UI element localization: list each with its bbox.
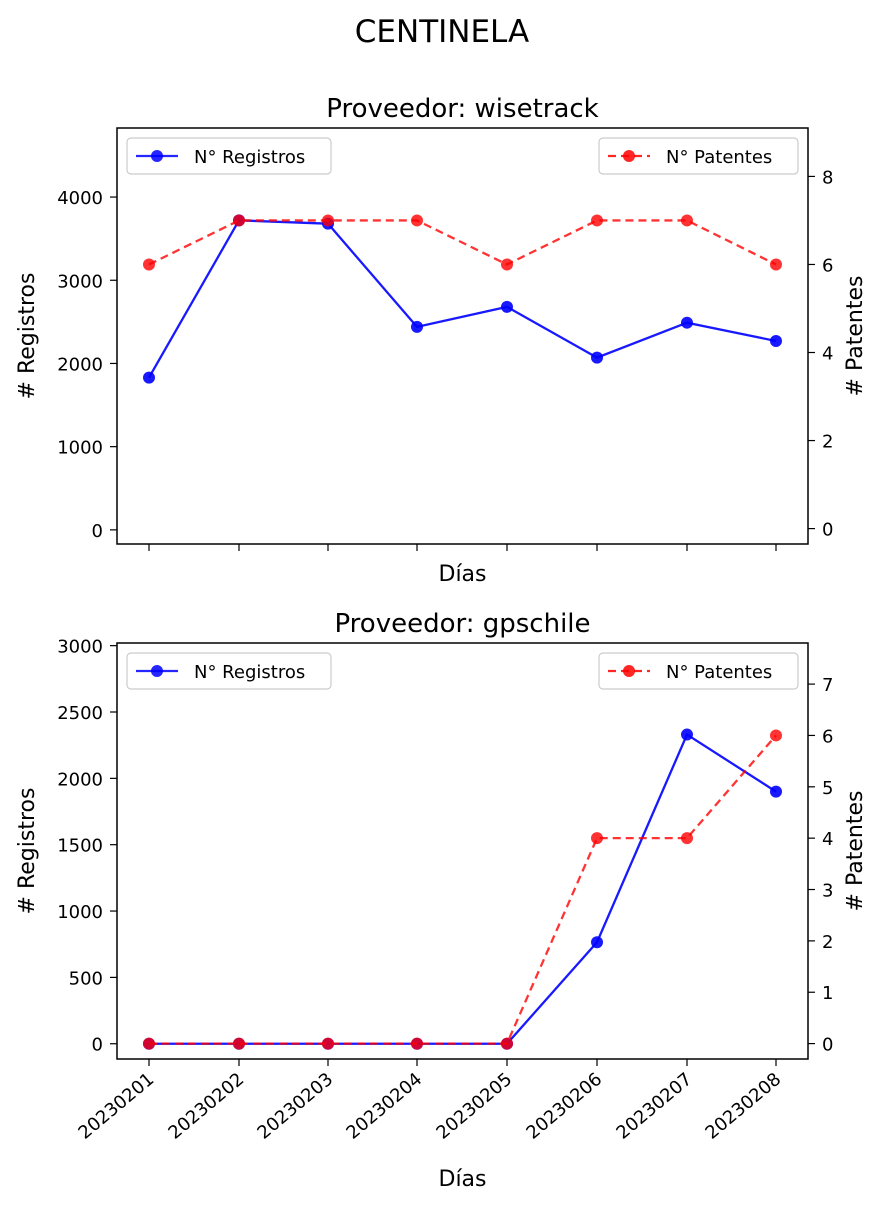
x-tick-label: 20230205 [433,1069,517,1144]
y-right-tick-label: 4 [822,344,833,365]
y-right-tick-label: 8 [822,167,833,188]
x-tick-label: 20230206 [523,1069,607,1144]
data-point [501,258,513,271]
figure-title: CENTINELA [355,14,529,50]
x-tick-label: 20230208 [702,1069,786,1144]
x-axis-label: Días [439,562,487,587]
y-left-tick-label: 2500 [57,703,103,724]
legend-box [126,137,332,175]
y-right-tick-label: 6 [822,726,833,747]
y-right-tick-label: 2 [822,432,833,453]
data-point [770,258,782,271]
series-line [148,219,777,266]
legend-box [598,652,799,690]
legend-label: N° Registros [194,662,305,683]
y-left-tick-label: 2000 [57,769,103,790]
chart-panel-2: Proveedor: gpschile 0 500 1000 1500 2000 2500 3… [15,609,868,1192]
data-point [681,832,693,845]
data-point [591,832,603,845]
chart-panel-1: Proveedor: wisetrack 0 1000 2000 3000 4000 0 2 4… [15,94,868,587]
y-left-tick-label: 500 [69,968,103,989]
data-point [770,729,782,742]
panel-title: Proveedor: gpschile [334,609,590,639]
legend-marker-swatch [623,665,635,677]
y-left-tick-label: 3000 [57,637,103,658]
legend-left: N° Registros [126,137,332,175]
y-right-axis-label: # Patentes [843,791,868,912]
y-left-tick-label: 1000 [57,438,103,459]
y-left-tick-label: 0 [92,1035,103,1056]
y-right-tick-label: 1 [822,983,833,1004]
x-tick-label: 20230204 [343,1069,427,1144]
legend-label: N° Registros [194,147,305,168]
y-right-tick-label: 0 [822,520,833,541]
data-point [322,1037,334,1050]
data-point [411,320,423,333]
data-point [501,300,513,313]
y-left-tick-label: 2000 [57,354,103,375]
panels: Proveedor: wisetrack 0 1000 2000 3000 4000 0 2 4… [15,94,868,1192]
data-point [233,214,245,227]
data-point [770,334,782,347]
data-point [322,214,334,227]
x-tick-label: 20230207 [613,1069,697,1144]
legend-left: N° Registros [126,652,332,690]
y-left-tick-label: 1500 [57,836,103,857]
data-point [681,728,693,741]
legend-label: N° Patentes [666,147,772,168]
y-left-axis-label: # Registros [15,273,40,400]
y-right-tick-label: 2 [822,932,833,953]
legend-marker-swatch [151,665,163,677]
series-line [148,219,777,379]
data-point [233,1037,245,1050]
y-right-tick-label: 4 [822,829,833,850]
legend-right: N° Patentes [598,652,799,690]
legend-marker-swatch [623,150,635,162]
legend-marker-swatch [151,150,163,162]
data-point [591,351,603,364]
data-point [501,1037,513,1050]
series-line [149,732,777,1045]
y-left-tick-label: 4000 [57,188,103,209]
data-point [591,214,603,227]
data-point [681,214,693,227]
series-line [149,734,777,1045]
legend-right: N° Patentes [598,137,799,175]
y-right-tick-label: 6 [822,255,833,276]
y-right-tick-label: 3 [822,881,833,902]
data-point [143,258,155,271]
y-right-axis-label: # Patentes [843,276,868,397]
legend-box [126,652,332,690]
y-left-tick-label: 1000 [57,902,103,923]
x-axis-label: Días [439,1167,487,1192]
y-right-tick-label: 5 [822,778,833,799]
y-left-tick-label: 3000 [57,271,103,292]
x-tick-label: 20230202 [165,1069,249,1144]
data-point [770,785,782,798]
legend-box [598,137,799,175]
y-left-axis-label: # Registros [15,788,40,915]
x-tick-label: 20230203 [254,1069,338,1144]
data-point [411,214,423,227]
data-point [591,936,603,949]
panel-title: Proveedor: wisetrack [326,94,599,124]
x-tick-label: 20230201 [75,1069,159,1144]
legend-label: N° Patentes [666,662,772,683]
data-point [411,1037,423,1050]
y-left-tick-label: 0 [92,521,103,542]
axes-frame [116,642,809,1060]
y-right-tick-label: 7 [822,675,833,696]
data-point [143,371,155,384]
axes-frame [116,127,809,545]
data-point [681,316,693,329]
data-point [143,1037,155,1050]
y-right-tick-label: 0 [822,1035,833,1056]
